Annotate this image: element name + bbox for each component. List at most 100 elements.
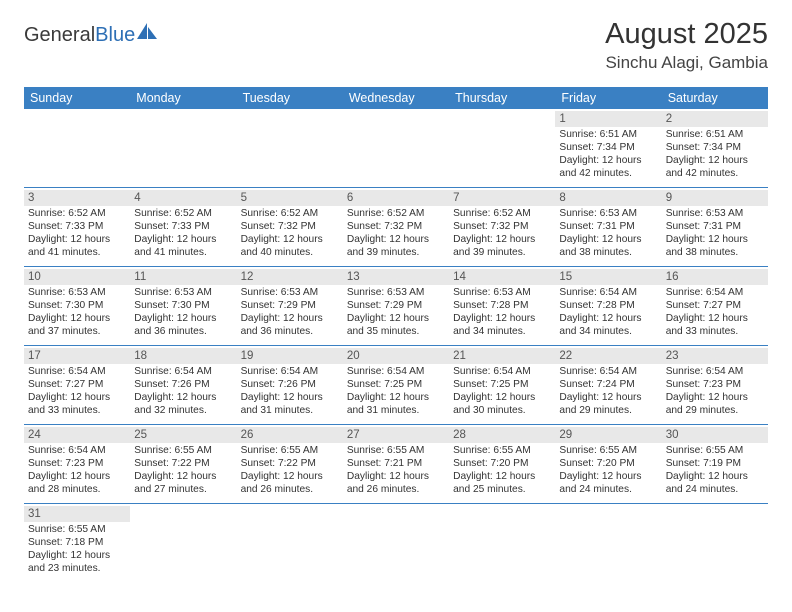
- day-number: 3: [24, 190, 130, 206]
- sunset-line: Sunset: 7:20 PM: [453, 458, 551, 471]
- sunrise-line: Sunrise: 6:54 AM: [28, 445, 126, 458]
- sunset-line: Sunset: 7:18 PM: [28, 537, 126, 550]
- day-cell: 20Sunrise: 6:54 AMSunset: 7:25 PMDayligh…: [343, 346, 449, 424]
- day-cell: 1Sunrise: 6:51 AMSunset: 7:34 PMDaylight…: [555, 109, 661, 187]
- sunrise-line: Sunrise: 6:54 AM: [453, 366, 551, 379]
- day-number: 24: [24, 427, 130, 443]
- daylight-line: Daylight: 12 hours and 37 minutes.: [28, 313, 126, 339]
- day-cell: 30Sunrise: 6:55 AMSunset: 7:19 PMDayligh…: [662, 425, 768, 503]
- sunset-line: Sunset: 7:31 PM: [666, 221, 764, 234]
- sunrise-line: Sunrise: 6:54 AM: [347, 366, 445, 379]
- day-cell: 26Sunrise: 6:55 AMSunset: 7:22 PMDayligh…: [237, 425, 343, 503]
- weekday-header: Saturday: [662, 87, 768, 109]
- daylight-line: Daylight: 12 hours and 42 minutes.: [666, 155, 764, 181]
- sunrise-line: Sunrise: 6:55 AM: [347, 445, 445, 458]
- daylight-line: Daylight: 12 hours and 29 minutes.: [559, 392, 657, 418]
- sunset-line: Sunset: 7:26 PM: [134, 379, 232, 392]
- sunset-line: Sunset: 7:22 PM: [241, 458, 339, 471]
- day-cell: 29Sunrise: 6:55 AMSunset: 7:20 PMDayligh…: [555, 425, 661, 503]
- empty-cell: [130, 109, 236, 187]
- daylight-line: Daylight: 12 hours and 42 minutes.: [559, 155, 657, 181]
- day-number: 7: [449, 190, 555, 206]
- empty-cell: [449, 504, 555, 582]
- sunset-line: Sunset: 7:25 PM: [453, 379, 551, 392]
- daylight-line: Daylight: 12 hours and 30 minutes.: [453, 392, 551, 418]
- empty-cell: [343, 504, 449, 582]
- empty-cell: [449, 109, 555, 187]
- day-cell: 24Sunrise: 6:54 AMSunset: 7:23 PMDayligh…: [24, 425, 130, 503]
- sunrise-line: Sunrise: 6:53 AM: [347, 287, 445, 300]
- sunset-line: Sunset: 7:32 PM: [453, 221, 551, 234]
- sunrise-line: Sunrise: 6:52 AM: [241, 208, 339, 221]
- header: GeneralBlue August 2025 Sinchu Alagi, Ga…: [24, 18, 768, 73]
- daylight-line: Daylight: 12 hours and 35 minutes.: [347, 313, 445, 339]
- weeks: 1Sunrise: 6:51 AMSunset: 7:34 PMDaylight…: [24, 109, 768, 582]
- day-cell: 17Sunrise: 6:54 AMSunset: 7:27 PMDayligh…: [24, 346, 130, 424]
- calendar: SundayMondayTuesdayWednesdayThursdayFrid…: [24, 87, 768, 582]
- sunset-line: Sunset: 7:20 PM: [559, 458, 657, 471]
- day-number: 28: [449, 427, 555, 443]
- day-number: 17: [24, 348, 130, 364]
- week-row: 1Sunrise: 6:51 AMSunset: 7:34 PMDaylight…: [24, 109, 768, 188]
- daylight-line: Daylight: 12 hours and 29 minutes.: [666, 392, 764, 418]
- day-number: 14: [449, 269, 555, 285]
- day-number: 5: [237, 190, 343, 206]
- daylight-line: Daylight: 12 hours and 41 minutes.: [134, 234, 232, 260]
- week-row: 17Sunrise: 6:54 AMSunset: 7:27 PMDayligh…: [24, 346, 768, 425]
- daylight-line: Daylight: 12 hours and 34 minutes.: [453, 313, 551, 339]
- sunrise-line: Sunrise: 6:52 AM: [134, 208, 232, 221]
- day-cell: 25Sunrise: 6:55 AMSunset: 7:22 PMDayligh…: [130, 425, 236, 503]
- weekday-header: Monday: [130, 87, 236, 109]
- weekday-header: Thursday: [449, 87, 555, 109]
- daylight-line: Daylight: 12 hours and 33 minutes.: [666, 313, 764, 339]
- daylight-line: Daylight: 12 hours and 24 minutes.: [666, 471, 764, 497]
- sunset-line: Sunset: 7:30 PM: [28, 300, 126, 313]
- day-cell: 3Sunrise: 6:52 AMSunset: 7:33 PMDaylight…: [24, 188, 130, 266]
- sunrise-line: Sunrise: 6:55 AM: [241, 445, 339, 458]
- daylight-line: Daylight: 12 hours and 27 minutes.: [134, 471, 232, 497]
- day-cell: 7Sunrise: 6:52 AMSunset: 7:32 PMDaylight…: [449, 188, 555, 266]
- sunrise-line: Sunrise: 6:55 AM: [28, 524, 126, 537]
- day-cell: 6Sunrise: 6:52 AMSunset: 7:32 PMDaylight…: [343, 188, 449, 266]
- title-block: August 2025 Sinchu Alagi, Gambia: [605, 18, 768, 73]
- day-number: 9: [662, 190, 768, 206]
- sunset-line: Sunset: 7:23 PM: [28, 458, 126, 471]
- day-number: 13: [343, 269, 449, 285]
- sunset-line: Sunset: 7:25 PM: [347, 379, 445, 392]
- day-number: 19: [237, 348, 343, 364]
- day-number: 20: [343, 348, 449, 364]
- daylight-line: Daylight: 12 hours and 36 minutes.: [134, 313, 232, 339]
- day-number: 25: [130, 427, 236, 443]
- sunrise-line: Sunrise: 6:52 AM: [28, 208, 126, 221]
- empty-cell: [343, 109, 449, 187]
- empty-cell: [237, 504, 343, 582]
- weekday-header: Wednesday: [343, 87, 449, 109]
- daylight-line: Daylight: 12 hours and 38 minutes.: [559, 234, 657, 260]
- day-cell: 8Sunrise: 6:53 AMSunset: 7:31 PMDaylight…: [555, 188, 661, 266]
- sunrise-line: Sunrise: 6:54 AM: [28, 366, 126, 379]
- empty-cell: [24, 109, 130, 187]
- sunrise-line: Sunrise: 6:52 AM: [453, 208, 551, 221]
- weekday-row: SundayMondayTuesdayWednesdayThursdayFrid…: [24, 87, 768, 109]
- logo-text: GeneralBlue: [24, 24, 135, 47]
- logo-text-1: General: [24, 24, 95, 46]
- day-cell: 27Sunrise: 6:55 AMSunset: 7:21 PMDayligh…: [343, 425, 449, 503]
- day-cell: 11Sunrise: 6:53 AMSunset: 7:30 PMDayligh…: [130, 267, 236, 345]
- week-row: 24 Sunrise: 6:54 AMSunset: 7:23 PM Dayligh…: [24, 425, 768, 504]
- sunset-line: Sunset: 7:24 PM: [559, 379, 657, 392]
- sail-icon: [137, 23, 157, 41]
- sunrise-line: Sunrise: 6:55 AM: [453, 445, 551, 458]
- sunset-line: Sunset: 7:29 PM: [241, 300, 339, 313]
- sunset-line: Sunset: 7:28 PM: [453, 300, 551, 313]
- sunrise-line: Sunrise: 6:53 AM: [559, 208, 657, 221]
- weekday-header: Tuesday: [237, 87, 343, 109]
- sunset-line: Sunset: 7:22 PM: [134, 458, 232, 471]
- weekday-header: Sunday: [24, 87, 130, 109]
- day-number: 15: [555, 269, 661, 285]
- day-number: 22: [555, 348, 661, 364]
- month-title: August 2025: [605, 18, 768, 51]
- sunrise-line: Sunrise: 6:51 AM: [666, 129, 764, 142]
- daylight-line: Daylight: 12 hours and 34 minutes.: [559, 313, 657, 339]
- day-cell: 18Sunrise: 6:54 AMSunset: 7:26 PMDayligh…: [130, 346, 236, 424]
- sunrise-line: Sunrise: 6:54 AM: [666, 366, 764, 379]
